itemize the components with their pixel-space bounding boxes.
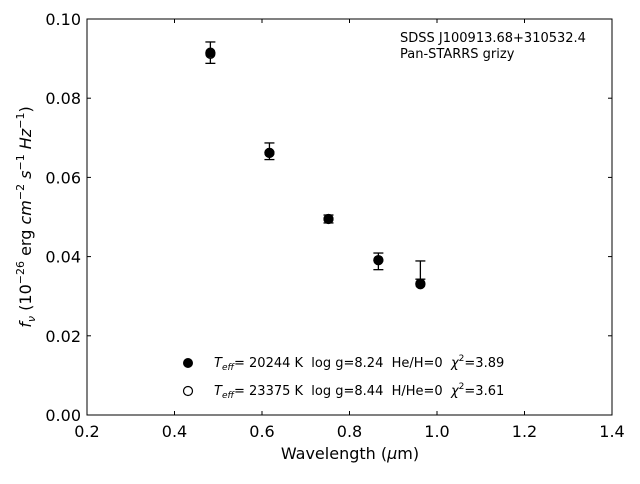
y-tick-label: 0.02 <box>45 327 81 346</box>
model-point-filled <box>373 255 384 266</box>
model-point-filled <box>323 213 334 225</box>
legend-marker-filled <box>183 358 193 368</box>
x-tick-label: 1.2 <box>512 422 537 441</box>
data-points <box>205 47 426 290</box>
annotation-line-1: SDSS J100913.68+310532.4 <box>400 31 586 46</box>
y-tick-label: 0.10 <box>45 10 81 29</box>
model-point-filled <box>205 47 216 58</box>
x-axis-title: Wavelength (μm) <box>281 444 419 463</box>
y-tick-label: 0.04 <box>45 248 81 267</box>
x-tick-label: 0.8 <box>337 422 362 441</box>
x-tick-label: 1.4 <box>599 422 624 441</box>
model-point-filled <box>415 279 426 290</box>
y-tick-label: 0.08 <box>45 89 81 108</box>
x-ticks: 0.2 0.4 0.6 0.8 1.0 1.2 1.4 <box>74 19 625 441</box>
y-tick-label: 0.00 <box>45 406 81 425</box>
legend-marker-open <box>182 385 194 397</box>
legend-entry-2: Teff= 23375 K log g=8.44 H/He=0 χ2=3.61 <box>214 382 504 401</box>
x-tick-label: 1.0 <box>424 422 449 441</box>
y-ticks: 0.00 0.02 0.04 0.06 0.08 0.10 <box>45 10 612 425</box>
x-tick-label: 0.2 <box>74 422 99 441</box>
legend-entry-1: Teff= 20244 K log g=8.24 He/H=0 χ2=3.89 <box>214 354 504 373</box>
y-tick-label: 0.06 <box>45 168 81 187</box>
legend: Teff= 20244 K log g=8.24 He/H=0 χ2=3.89 … <box>182 354 504 401</box>
annotation-line-2: Pan-STARRS grizy <box>400 47 515 62</box>
model-point-filled <box>264 147 275 158</box>
y-axis-title: fν (10−26 erg cm−2 s−1 Hz−1) <box>14 106 38 327</box>
x-tick-label: 0.4 <box>162 422 187 441</box>
error-bars <box>205 41 426 280</box>
x-tick-label: 0.6 <box>249 422 274 441</box>
